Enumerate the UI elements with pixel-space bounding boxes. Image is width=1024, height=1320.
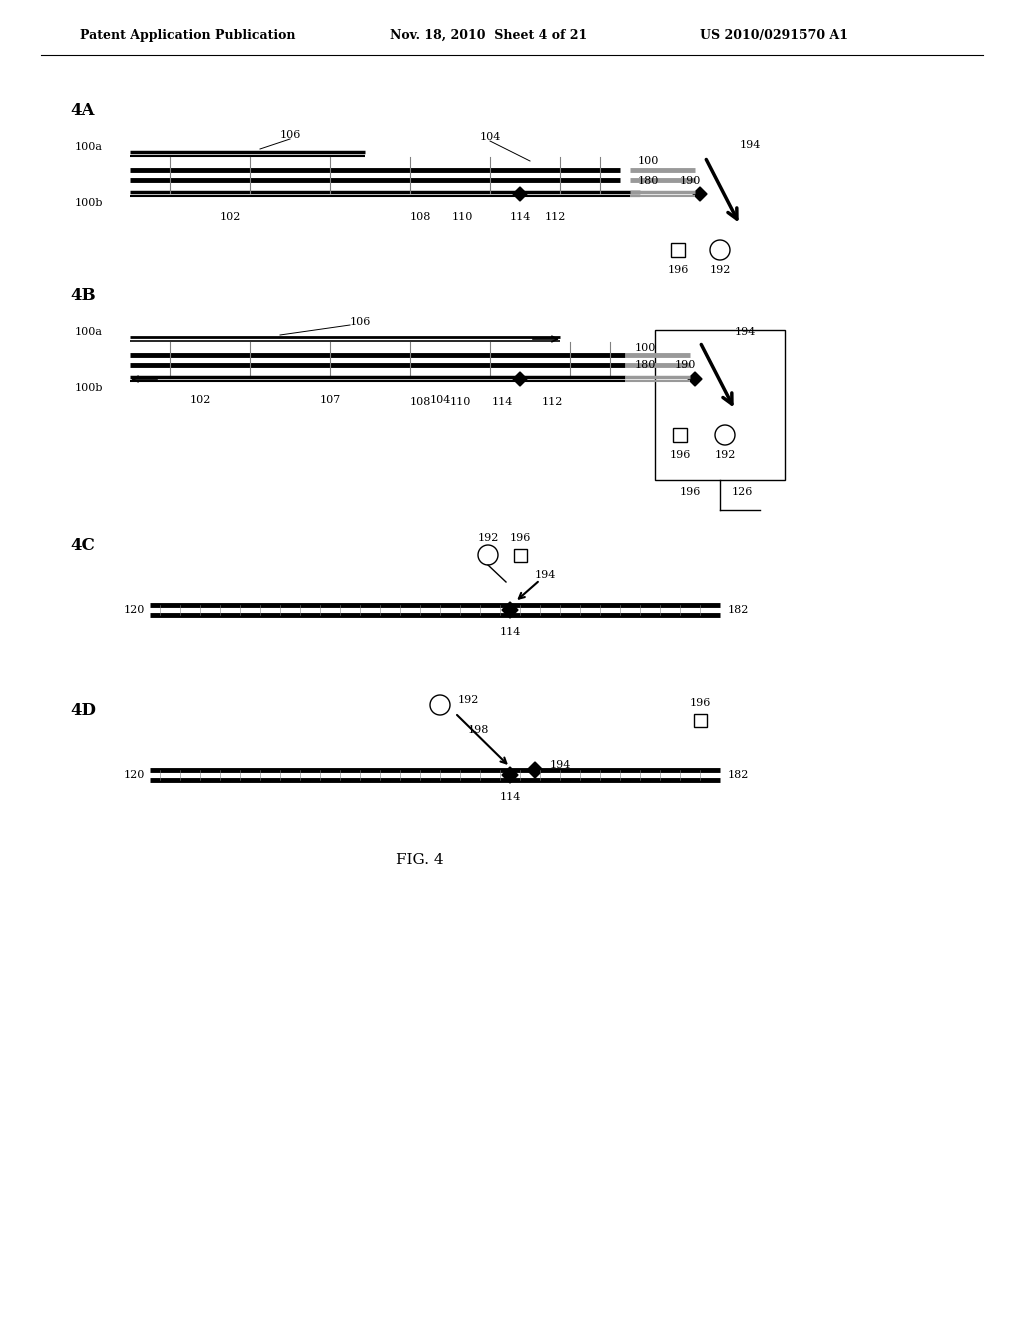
Text: 182: 182 (728, 770, 750, 780)
Text: 114: 114 (500, 792, 520, 803)
Text: 196: 196 (689, 698, 711, 708)
Text: 106: 106 (349, 317, 371, 327)
Text: FIG. 4: FIG. 4 (396, 853, 443, 867)
Polygon shape (513, 187, 527, 201)
Bar (673, 428, 687, 442)
Text: 100a: 100a (75, 143, 103, 152)
Text: 100a: 100a (75, 327, 103, 337)
Text: US 2010/0291570 A1: US 2010/0291570 A1 (700, 29, 848, 41)
Text: 100: 100 (638, 156, 659, 166)
Text: 104: 104 (429, 395, 451, 405)
Text: Patent Application Publication: Patent Application Publication (80, 29, 296, 41)
Text: 194: 194 (549, 760, 570, 770)
Text: 194: 194 (740, 140, 762, 150)
Text: 198: 198 (467, 725, 488, 735)
Text: 196: 196 (679, 487, 700, 498)
Text: 190: 190 (680, 176, 701, 186)
Text: 104: 104 (479, 132, 501, 143)
Text: 190: 190 (675, 360, 696, 370)
Text: 196: 196 (668, 265, 689, 275)
Text: 112: 112 (545, 213, 565, 222)
Text: 194: 194 (535, 570, 556, 579)
Text: 102: 102 (189, 395, 211, 405)
Text: 114: 114 (500, 627, 520, 638)
Bar (693, 714, 707, 726)
Polygon shape (527, 762, 543, 777)
Bar (671, 243, 685, 257)
Text: Nov. 18, 2010  Sheet 4 of 21: Nov. 18, 2010 Sheet 4 of 21 (390, 29, 587, 41)
Text: 4A: 4A (70, 102, 94, 119)
Text: 120: 120 (124, 605, 145, 615)
Text: 192: 192 (458, 696, 478, 705)
Text: 182: 182 (728, 605, 750, 615)
Text: 180: 180 (635, 360, 656, 370)
Polygon shape (688, 372, 702, 385)
Text: 120: 120 (124, 770, 145, 780)
Text: 4B: 4B (70, 286, 95, 304)
Polygon shape (513, 372, 527, 385)
Text: 110: 110 (450, 397, 471, 407)
Text: 4C: 4C (70, 537, 95, 554)
Polygon shape (502, 767, 518, 783)
Text: 100: 100 (635, 343, 656, 352)
Text: 194: 194 (735, 327, 757, 337)
Text: 192: 192 (710, 265, 731, 275)
Polygon shape (502, 602, 518, 618)
Polygon shape (693, 187, 707, 201)
Text: 192: 192 (715, 450, 735, 459)
Text: 108: 108 (410, 213, 431, 222)
Text: 100b: 100b (75, 383, 103, 393)
Text: 112: 112 (542, 397, 562, 407)
Text: 108: 108 (410, 397, 431, 407)
Text: 4D: 4D (70, 702, 96, 719)
Bar (513, 549, 526, 561)
Text: 196: 196 (670, 450, 690, 459)
Text: 114: 114 (492, 397, 513, 407)
Bar (655, 330, 785, 480)
Text: 114: 114 (509, 213, 530, 222)
Text: 102: 102 (219, 213, 241, 222)
Text: 106: 106 (280, 129, 301, 140)
Text: 180: 180 (638, 176, 659, 186)
Text: 110: 110 (452, 213, 473, 222)
Text: 192: 192 (477, 533, 499, 543)
Text: 126: 126 (731, 487, 753, 498)
Text: 100b: 100b (75, 198, 103, 209)
Text: 107: 107 (319, 395, 341, 405)
Text: 196: 196 (509, 533, 530, 543)
